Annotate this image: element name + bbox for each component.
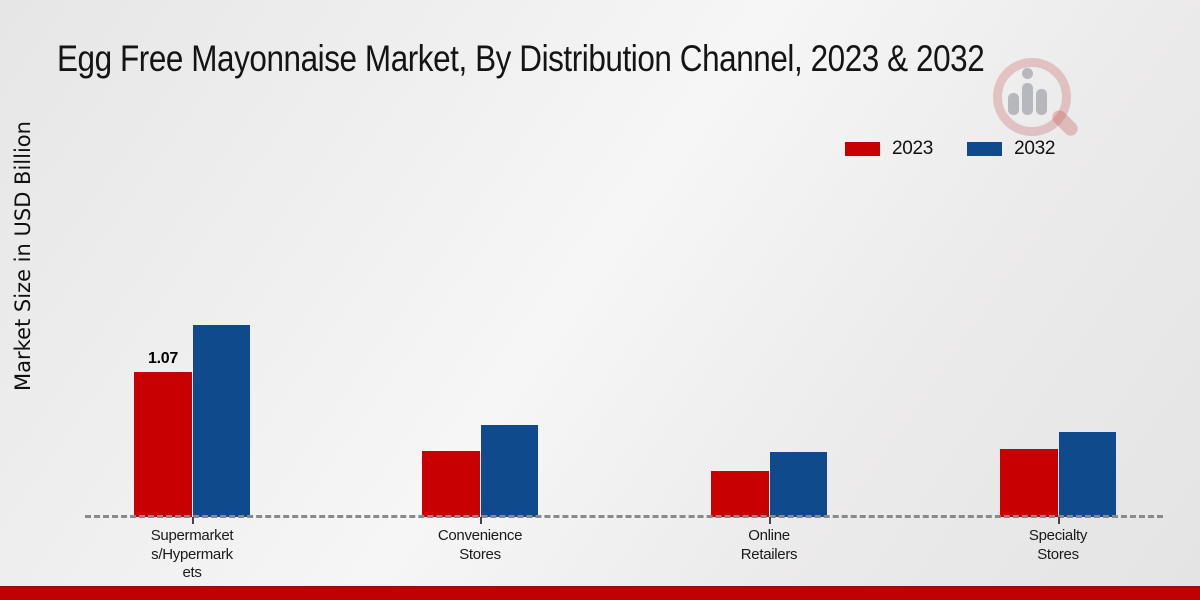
legend-item-2023: 2023 [845, 138, 933, 160]
logo-bar-icon [1008, 93, 1019, 115]
x-axis-category-label: Supermarket s/Hypermark ets [150, 527, 234, 581]
legend-item-2032: 2032 [967, 138, 1055, 160]
magnifier-ring-icon [993, 58, 1071, 136]
bar-2023-online-retailers [711, 471, 769, 517]
legend-swatch-2032 [967, 142, 1003, 156]
bar-2032-online-retailers [770, 452, 827, 517]
legend-swatch-2023 [845, 142, 880, 156]
x-axis-category-label: Specialty Stores [1028, 527, 1088, 563]
chart-title: Egg Free Mayonnaise Market, By Distribut… [57, 38, 985, 79]
bar-value-label: 1.07 [148, 350, 178, 367]
bar-2032-supermarkets-hypermarkets [193, 325, 250, 517]
x-axis-tick [1058, 517, 1060, 524]
x-axis-category-label: Online Retailers [740, 527, 798, 563]
bar-2032-specialty-stores [1059, 432, 1116, 517]
market-research-logo-watermark [991, 56, 1081, 146]
bar-2032-convenience-stores [481, 425, 538, 517]
legend: 2023 2032 [845, 138, 1055, 160]
x-axis-category-label: Convenience Stores [437, 527, 523, 563]
legend-label-2023: 2023 [892, 138, 934, 159]
logo-bar-icon [1036, 89, 1047, 115]
x-axis-tick [192, 517, 194, 524]
bar-2023-convenience-stores [422, 451, 480, 517]
bar-2023-specialty-stores [1000, 449, 1058, 517]
logo-bar-icon [1022, 83, 1033, 115]
footer-accent-bar [0, 586, 1200, 600]
logo-dot-icon [1022, 68, 1033, 79]
x-axis-tick [769, 517, 771, 524]
x-axis-baseline [85, 515, 1163, 518]
bar-2023-supermarkets-hypermarkets [134, 372, 192, 517]
x-axis-tick [480, 517, 482, 524]
legend-label-2032: 2032 [1014, 138, 1056, 159]
